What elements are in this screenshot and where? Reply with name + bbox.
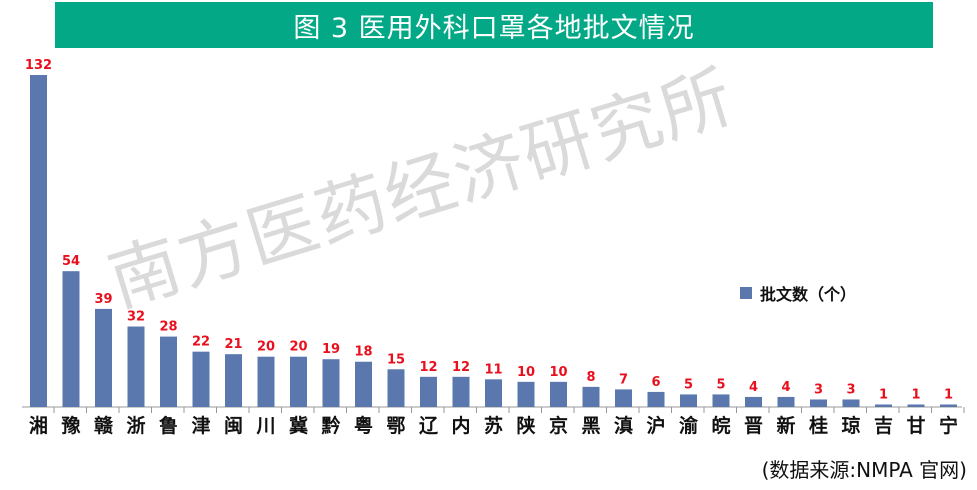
data-label: 20 [289, 340, 307, 355]
x-tick-label: 鲁 [158, 414, 178, 437]
bar [712, 394, 730, 407]
x-tick-label: 琼 [841, 414, 860, 437]
data-label: 4 [749, 380, 758, 395]
bar [452, 376, 470, 407]
x-tick-label: 皖 [711, 414, 730, 437]
bar [745, 396, 762, 407]
bar [907, 404, 925, 407]
legend-label: 批文数（个） [760, 285, 857, 304]
bar [582, 386, 600, 407]
data-label: 12 [419, 360, 437, 375]
x-tick-label: 黔 [321, 414, 340, 437]
bar [420, 376, 437, 407]
x-tick-label: 桂 [808, 414, 828, 437]
x-tick-label: 吉 [874, 414, 893, 437]
data-label: 19 [322, 342, 340, 357]
data-label: 12 [452, 360, 470, 375]
bar [615, 389, 632, 407]
source-note: (数据来源:NMPA 官网) [761, 458, 967, 482]
bar [62, 271, 80, 407]
data-label: 3 [814, 382, 823, 397]
data-label: 20 [257, 340, 275, 355]
x-tick-label: 内 [451, 414, 470, 437]
bar [160, 336, 177, 407]
data-label: 1 [944, 387, 953, 402]
bar [647, 391, 665, 407]
data-label: 10 [549, 365, 567, 380]
x-tick-label: 京 [549, 414, 568, 437]
data-label: 1 [879, 387, 888, 402]
data-label: 4 [781, 380, 790, 395]
data-label: 32 [127, 310, 145, 325]
x-tick-label: 湘 [29, 414, 48, 437]
x-tick-label: 渝 [679, 414, 699, 437]
data-label: 18 [354, 345, 372, 360]
x-tick-label: 宁 [939, 414, 958, 437]
data-label: 8 [586, 370, 595, 385]
data-label: 7 [619, 372, 628, 387]
bar [322, 359, 340, 407]
x-tick-label: 赣 [94, 414, 114, 437]
legend-swatch [740, 287, 752, 299]
x-tick-label: 鄂 [386, 415, 405, 437]
x-tick-label: 津 [191, 414, 210, 437]
bar [940, 404, 957, 407]
x-tick-label: 闽 [224, 415, 243, 437]
bar [387, 369, 405, 407]
data-label: 5 [684, 377, 693, 392]
data-label: 54 [62, 254, 80, 269]
bar [290, 356, 307, 407]
x-tick-label: 浙 [126, 414, 145, 437]
x-tick-label: 晋 [744, 415, 763, 437]
bar [842, 399, 860, 407]
x-tick-label: 粤 [354, 414, 373, 437]
data-label: 21 [224, 337, 242, 352]
data-label: 39 [94, 292, 112, 307]
data-label: 11 [484, 362, 502, 377]
bar [192, 351, 210, 407]
x-tick-label: 冀 [289, 414, 308, 437]
bar [225, 354, 242, 407]
data-label: 22 [192, 335, 210, 350]
legend: 批文数（个） [740, 281, 856, 305]
data-label: 132 [25, 58, 52, 73]
x-tick-label: 新 [776, 414, 795, 437]
data-label: 3 [846, 382, 855, 397]
x-tick-label: 辽 [419, 415, 438, 437]
bar [95, 308, 112, 407]
bar [517, 381, 535, 407]
x-tick-label: 陕 [516, 414, 535, 437]
chart-title: 图 3 医用外科口罩各地批文情况 [55, 2, 933, 48]
data-label: 28 [159, 320, 177, 335]
x-tick-label: 川 [255, 415, 275, 437]
bar [680, 394, 697, 407]
data-label: 1 [911, 387, 920, 402]
x-tick-label: 沪 [646, 414, 665, 437]
data-label: 6 [651, 375, 660, 390]
bar [355, 361, 372, 407]
bar [257, 356, 275, 407]
x-tick-label: 豫 [61, 414, 80, 437]
bar [550, 381, 567, 407]
x-tick-label: 黑 [581, 415, 600, 437]
data-label: 15 [387, 352, 405, 367]
x-tick-label: 滇 [614, 414, 633, 437]
bar [30, 75, 47, 407]
data-label: 10 [517, 365, 535, 380]
bar [485, 379, 502, 407]
bar [810, 399, 827, 407]
bar [777, 396, 795, 407]
bar [127, 326, 145, 407]
x-tick-label: 甘 [906, 415, 925, 437]
bar [875, 404, 892, 407]
x-tick-label: 苏 [484, 414, 503, 437]
data-label: 5 [716, 377, 725, 392]
